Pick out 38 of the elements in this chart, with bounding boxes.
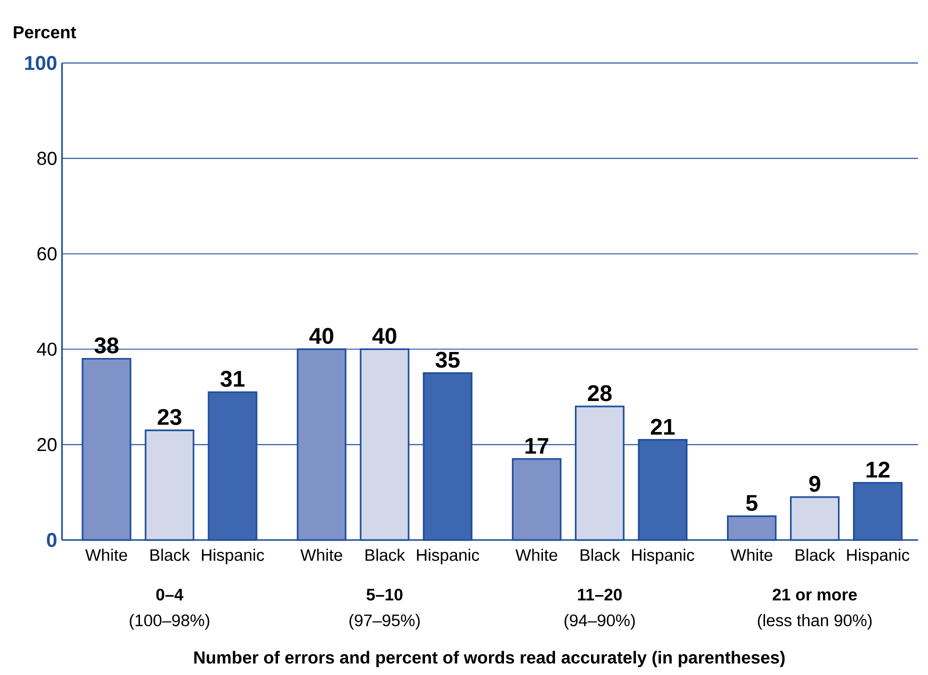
text: (97–95%) — [350, 614, 420, 630]
x-tick-label: 5–10 — [366, 588, 402, 601]
data-label: 12 — [866, 462, 890, 478]
text: (less than 90%) — [758, 614, 872, 630]
x-tick-label: 0–4 — [156, 588, 184, 601]
data-label: 5 — [746, 495, 758, 511]
data-label: 40 — [309, 328, 334, 344]
series-label: Black — [150, 548, 190, 561]
text: White — [730, 548, 772, 561]
text: White — [300, 548, 342, 561]
text: Black — [796, 548, 836, 561]
y-tick-label: 0 — [46, 532, 56, 548]
y-tick-label: 80 — [37, 152, 57, 166]
series-label: Hispanic — [202, 548, 264, 564]
data-label: 9 — [809, 476, 820, 492]
data-label: 35 — [436, 352, 460, 368]
series-label: White — [85, 548, 128, 561]
data-label: 23 — [158, 408, 182, 426]
y-tick-label: 60 — [37, 247, 57, 260]
x-axis-title: Number of errors and percent of words read accurately (in parentheses) — [194, 650, 785, 668]
text: Hispanic — [847, 548, 910, 564]
x-tick-label: 21 or more — [772, 588, 857, 601]
y-tick-label: 40 — [36, 342, 57, 356]
text: Black — [580, 548, 620, 561]
data-label: 31 — [220, 370, 245, 387]
y-axis-title: Percent — [14, 26, 76, 38]
text: White — [515, 548, 558, 561]
y-tick-label: 100 — [25, 56, 56, 70]
x-tick-label: 11–20 — [578, 588, 622, 601]
text: Hispanic — [417, 548, 480, 564]
text: Black — [366, 548, 406, 561]
text: (100–98%) — [130, 614, 210, 630]
data-label: 28 — [588, 385, 612, 402]
data-label: 40 — [372, 328, 396, 344]
text: Hispanic — [632, 548, 694, 564]
data-label: 21 — [650, 418, 675, 435]
y-tick-label: 20 — [37, 438, 57, 452]
text: (94–90%) — [564, 614, 635, 630]
